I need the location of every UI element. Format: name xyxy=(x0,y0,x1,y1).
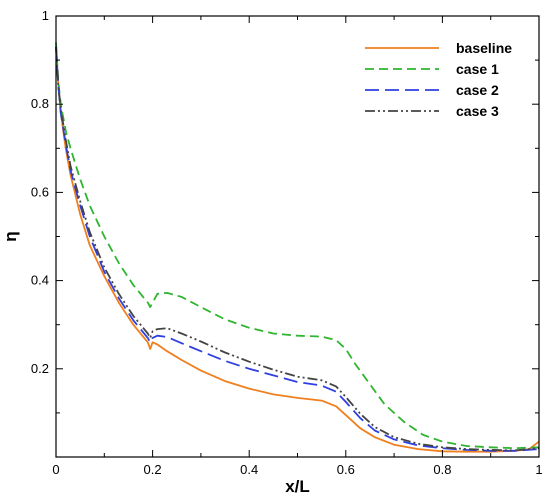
y-tick-label: 0.8 xyxy=(31,96,49,111)
series-line-0 xyxy=(55,46,540,453)
x-tick-label: 0.4 xyxy=(240,462,258,477)
series-line-3 xyxy=(55,46,540,452)
legend-label-0: baseline xyxy=(456,40,512,56)
legend-label-2: case 2 xyxy=(456,82,499,98)
x-tick-label: 0.2 xyxy=(144,462,162,477)
y-axis-title: η xyxy=(1,231,20,241)
legend: baseline case 1 case 2 case 3 xyxy=(365,40,512,119)
x-tick-label: 1 xyxy=(535,462,542,477)
x-tick-label: 0.6 xyxy=(337,462,355,477)
ticks-layer: 0 0.2 0.4 0.6 0.8 1 0.2 0.4 0.6 0.8 1 xyxy=(31,8,543,477)
x-axis-title: x/L xyxy=(285,477,310,496)
x-tick-label: 0 xyxy=(52,462,59,477)
y-tick-label: 0.4 xyxy=(31,273,49,288)
series-line-2 xyxy=(55,46,540,452)
y-tick-label: 0.2 xyxy=(31,361,49,376)
legend-label-1: case 1 xyxy=(456,61,499,77)
series-layer xyxy=(55,42,540,453)
series-line-1 xyxy=(55,42,540,450)
y-tick-label: 0.6 xyxy=(31,184,49,199)
x-tick-label: 0.8 xyxy=(433,462,451,477)
legend-label-3: case 3 xyxy=(456,103,499,119)
y-tick-label: 1 xyxy=(42,8,49,23)
